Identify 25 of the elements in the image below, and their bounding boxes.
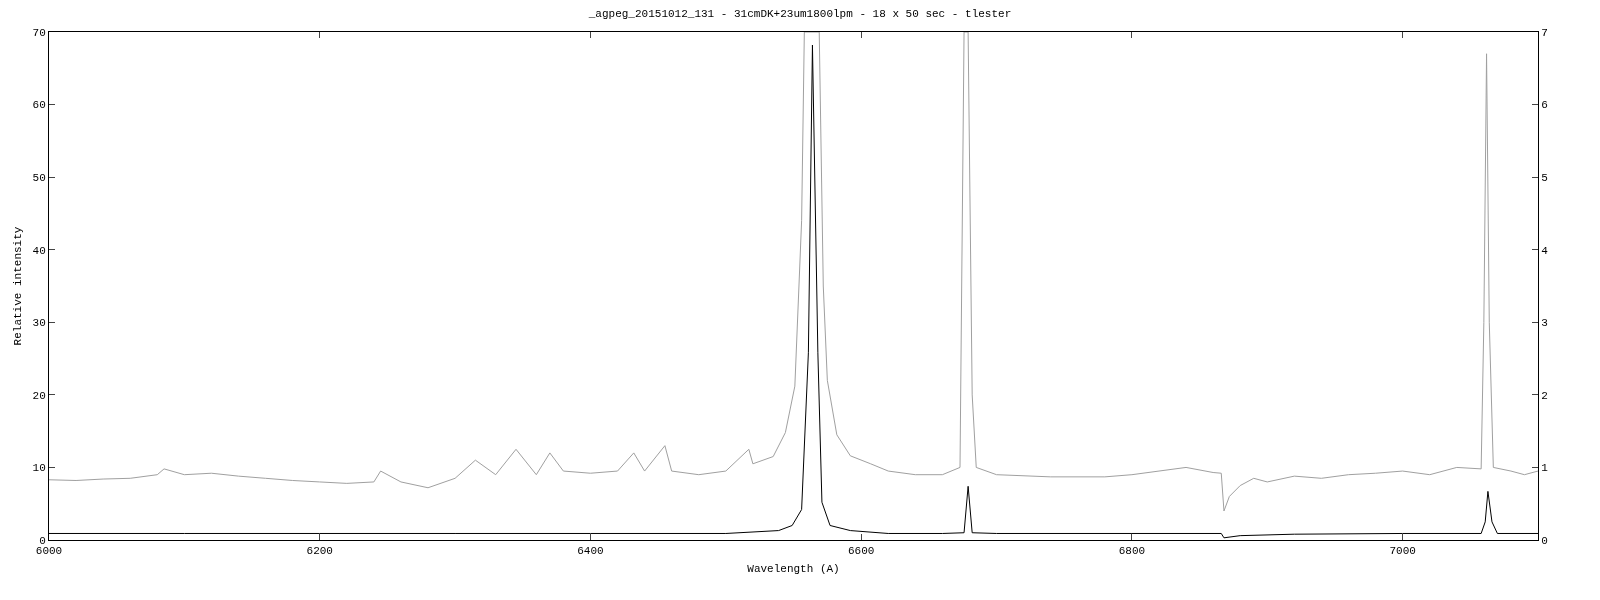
x-tick-label: 6400: [577, 545, 604, 558]
y2-tick-label: 6: [1541, 99, 1548, 112]
y-tick-label: 60: [32, 99, 46, 112]
y-tick-label: 30: [32, 317, 46, 330]
y-tick-label: 40: [32, 244, 46, 257]
x-tick-label: 6800: [1118, 545, 1146, 558]
x-tick-label: 7000: [1389, 545, 1416, 558]
chart-title: _agpeg_20151012_131 - 31cmDK+23um1800lpm - 18 x 50 sec - tlester: [587, 7, 1012, 20]
y-tick-label: 20: [32, 389, 46, 402]
y2-tick-label: 3: [1541, 317, 1548, 330]
y2-tick-label: 2: [1541, 389, 1548, 402]
y-tick-label: 10: [32, 462, 46, 475]
x-tick-label: 6200: [306, 545, 333, 558]
y2-tick-label: 4: [1541, 244, 1549, 257]
x-tick-label: 6000: [35, 545, 63, 558]
y-axis-title: Relative intensity: [12, 226, 25, 346]
y2-tick-label: 1: [1541, 462, 1549, 475]
x-axis-title: Wavelength (A): [747, 563, 840, 576]
y-tick-label: 50: [32, 171, 46, 184]
y2-tick-label: 7: [1541, 26, 1548, 39]
x-tick-label: 6600: [847, 545, 875, 558]
y-tick-label: 70: [32, 26, 46, 39]
y-tick-label: 0: [39, 534, 46, 547]
y2-tick-label: 5: [1541, 171, 1548, 184]
y2-tick-label: 0: [1541, 534, 1548, 547]
